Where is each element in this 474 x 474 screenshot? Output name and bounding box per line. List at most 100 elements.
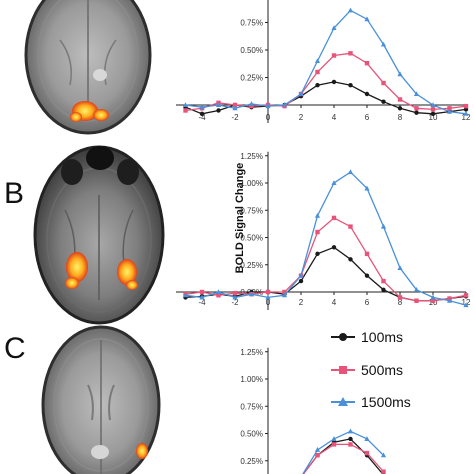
x-tick-label: 4 (332, 113, 337, 122)
legend: 100ms 500ms 1500ms (331, 329, 411, 410)
data-point-1500ms (182, 102, 189, 107)
data-point-500ms (463, 103, 469, 109)
y-tick-label: 1.00% (240, 375, 263, 384)
series-line-1500ms (302, 430, 384, 474)
data-point-1500ms (397, 71, 403, 77)
data-point-1500ms (463, 302, 469, 308)
data-point-1500ms (364, 16, 370, 22)
data-point-500ms (315, 69, 320, 75)
data-point-1500ms (397, 265, 403, 271)
data-point-1500ms (430, 102, 436, 107)
data-point-500ms (282, 289, 287, 295)
data-point-100ms (315, 251, 320, 257)
data-point-1500ms (314, 212, 321, 218)
data-point-100ms (216, 108, 221, 113)
x-tick-label: 4 (332, 298, 337, 307)
data-point-1500ms (314, 58, 321, 63)
data-point-1500ms (364, 436, 370, 441)
series-line-500ms (185, 52, 467, 112)
x-tick-label: -2 (231, 113, 239, 122)
x-tick-label: 12 (462, 113, 471, 122)
data-point-100ms (414, 110, 419, 115)
data-point-1500ms (347, 7, 354, 13)
data-point-500ms (232, 102, 238, 108)
activation-blob-a (70, 101, 109, 122)
y-tick-label: 1.25% (240, 152, 263, 161)
chart-c: 1.25% 1.00% 0.75% 0.50% 0.25% (240, 347, 387, 474)
data-point-500ms (232, 290, 238, 296)
legend-marker-triangle (338, 397, 348, 406)
data-point-1500ms (215, 289, 222, 294)
data-point-100ms (381, 99, 386, 104)
data-point-500ms (364, 251, 370, 257)
data-point-1500ms (265, 103, 271, 109)
series-line-500ms (185, 217, 467, 302)
y-tick-label: 0.50% (240, 430, 263, 439)
data-point-1500ms (331, 25, 337, 30)
y-tick-label: 0.75% (240, 206, 263, 215)
legend-item-100ms: 100ms (331, 329, 403, 345)
legend-label-1500ms: 1500ms (361, 394, 411, 410)
brain-scan-a (24, 0, 152, 135)
y-tick-label: 1.25% (240, 348, 263, 357)
series-line-500ms (302, 443, 384, 474)
x-tick-label: 2 (299, 298, 304, 307)
legend-marker-circle (339, 333, 347, 341)
data-point-500ms (249, 103, 254, 109)
x-tick-label: 8 (398, 298, 403, 307)
data-point-1500ms (413, 91, 420, 96)
data-point-500ms (447, 106, 452, 111)
legend-label-500ms: 500ms (361, 362, 403, 378)
data-point-500ms (183, 108, 188, 113)
legend-item-500ms: 500ms (331, 362, 403, 378)
panel-letter-c: C (4, 332, 26, 365)
x-tick-label: 8 (398, 113, 403, 122)
data-point-1500ms (413, 287, 420, 292)
data-point-500ms (331, 442, 337, 447)
data-point-500ms (315, 453, 320, 458)
y-tick-label: 0.50% (240, 234, 263, 243)
panel-letter-b: B (4, 177, 24, 210)
data-point-500ms (381, 278, 386, 284)
data-point-1500ms (232, 105, 238, 111)
series-line-100ms (185, 81, 467, 115)
y-tick-label: 0.75% (240, 19, 263, 28)
data-point-100ms (348, 83, 353, 88)
activation-blob-c (136, 443, 148, 459)
data-point-500ms (381, 80, 386, 86)
data-point-100ms (348, 436, 353, 442)
data-point-1500ms (364, 185, 370, 191)
x-tick-label: -2 (231, 298, 239, 307)
series-line-1500ms (185, 171, 467, 306)
data-point-100ms (298, 278, 304, 284)
data-point-1500ms (199, 104, 205, 110)
data-point-500ms (381, 469, 386, 474)
data-point-100ms (397, 106, 403, 111)
data-point-500ms (463, 293, 469, 298)
x-tick-label: -4 (198, 298, 206, 307)
legend-marker-square (339, 366, 347, 374)
y-tick-label: 0.50% (240, 46, 263, 55)
legend-item-1500ms: 1500ms (331, 394, 411, 410)
series-line-1500ms (185, 9, 467, 115)
data-point-1500ms (232, 294, 238, 300)
data-point-1500ms (463, 111, 469, 116)
data-point-1500ms (430, 294, 436, 300)
data-point-1500ms (182, 292, 189, 298)
data-point-500ms (414, 298, 419, 303)
data-point-500ms (331, 53, 337, 58)
data-point-1500ms (347, 169, 354, 175)
data-point-500ms (397, 295, 403, 300)
data-point-1500ms (347, 428, 354, 434)
data-point-1500ms (331, 180, 337, 185)
x-tick-label: 12 (462, 298, 471, 307)
y-tick-label: 1.00% (240, 179, 263, 188)
data-point-1500ms (199, 294, 205, 300)
x-tick-label: 2 (299, 113, 304, 122)
data-point-500ms (397, 97, 403, 102)
data-point-500ms (430, 107, 436, 112)
data-point-1500ms (446, 108, 453, 114)
legend-label-100ms: 100ms (361, 329, 403, 345)
data-point-1500ms (331, 436, 337, 441)
